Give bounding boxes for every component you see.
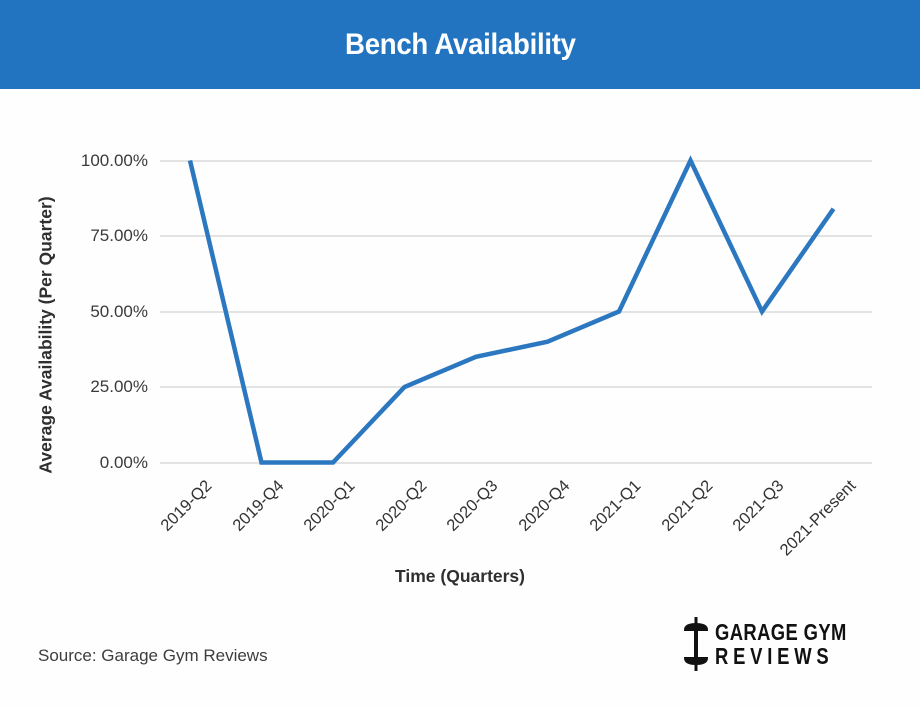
logo-line2: REVIEWS: [715, 642, 834, 669]
x-axis-title: Time (Quarters): [395, 566, 525, 586]
gridline: [160, 235, 872, 237]
y-tick-label: 50.00%: [90, 301, 148, 321]
y-tick-label: 100.00%: [80, 150, 148, 170]
y-tick-label: 25.00%: [90, 377, 148, 396]
chart-title: Bench Availability: [344, 27, 576, 61]
y-tick-label: 0.00%: [99, 452, 148, 472]
gridline: [160, 159, 872, 162]
brand-logo: GARAGE GYM REVIEWS: [681, 617, 880, 671]
dumbbell-icon: [684, 617, 709, 671]
y-axis-title: Average Availability (Per Quarter): [35, 196, 56, 474]
logo-text: GARAGE GYM REVIEWS: [715, 618, 848, 669]
gridline: [160, 461, 872, 464]
gridline: [160, 386, 872, 388]
title-banner: Bench Availability: [0, 0, 920, 89]
logo-line1: GARAGE GYM: [715, 618, 848, 645]
gridline: [160, 310, 872, 313]
source-text: Source: Garage Gym Reviews: [38, 646, 268, 665]
y-tick-label: 75.00%: [90, 226, 148, 245]
